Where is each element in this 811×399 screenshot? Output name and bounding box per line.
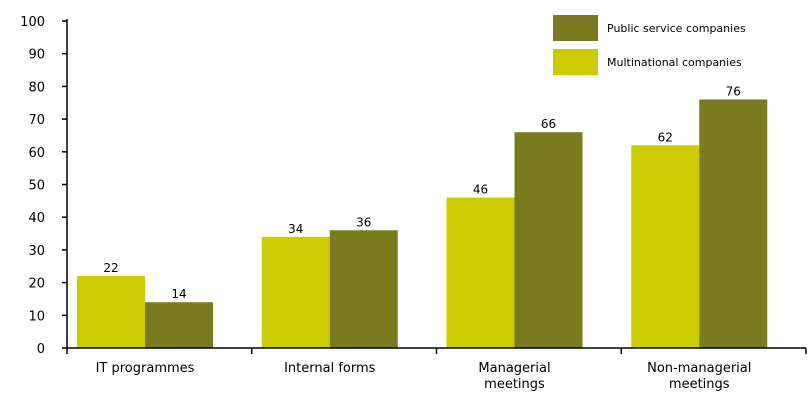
x-tick-label: Internal forms — [284, 361, 376, 376]
x-tick-label: IT programmes — [96, 361, 195, 376]
y-tick-label: 60 — [28, 146, 45, 161]
y-tick-label: 20 — [28, 277, 45, 292]
data-label: 62 — [658, 130, 673, 144]
x-tick-label: meetings — [669, 377, 730, 392]
data-label: 36 — [356, 215, 371, 229]
legend-label: Public service companies — [607, 22, 746, 35]
bar — [329, 230, 398, 348]
bars: 22 14 34 36 46 66 62 76 — [77, 84, 768, 348]
bar — [631, 145, 700, 348]
data-label: 46 — [473, 183, 488, 197]
y-tick-label: 80 — [28, 80, 45, 95]
y-tick-label: 40 — [28, 211, 45, 226]
x-axis: IT programmes Internal forms Managerialmee… — [66, 347, 807, 392]
bar — [514, 132, 583, 348]
y-tick-label: 50 — [28, 179, 45, 194]
data-label: 22 — [103, 261, 118, 275]
bar — [446, 197, 515, 348]
y-tick-label: 100 — [20, 15, 45, 30]
bar — [699, 99, 768, 348]
legend-swatch — [553, 15, 598, 41]
data-label: 66 — [541, 117, 556, 131]
x-tick-label: meetings — [484, 377, 545, 392]
y-axis: 0 10 20 30 40 50 60 70 80 90 100 — [20, 15, 68, 357]
bar — [145, 302, 213, 348]
data-label: 76 — [726, 84, 741, 98]
bar — [261, 236, 330, 348]
data-label: 34 — [288, 222, 303, 236]
y-tick-label: 90 — [28, 48, 45, 63]
x-tick-label: Non-managerial — [647, 361, 751, 376]
y-tick-label: 70 — [28, 113, 45, 128]
x-tick-label: Managerial — [478, 361, 550, 376]
y-tick-label: 30 — [28, 244, 45, 259]
y-tick-label: 10 — [28, 309, 45, 324]
legend-swatch — [553, 49, 598, 75]
legend-label: Multinational companies — [607, 56, 742, 69]
bar — [77, 276, 145, 348]
y-tick-label: 0 — [37, 342, 45, 357]
data-label: 14 — [171, 287, 186, 301]
legend: Public service companies Multinational co… — [553, 15, 746, 75]
